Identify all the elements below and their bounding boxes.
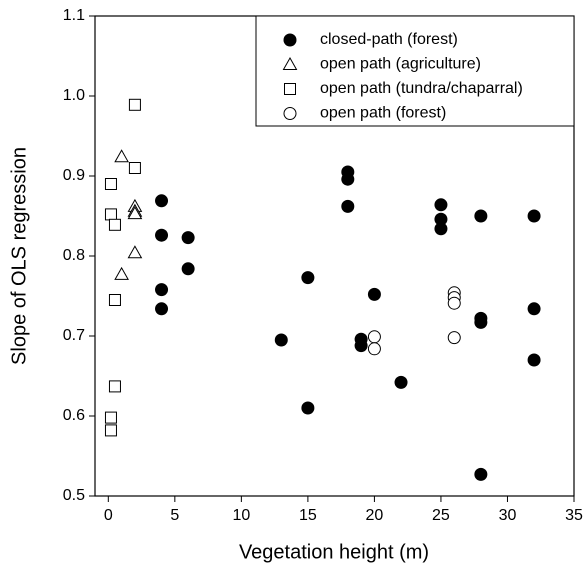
legend-label: open path (forest) (320, 105, 446, 122)
point (181, 262, 195, 276)
point (108, 294, 121, 306)
point (341, 199, 355, 213)
point (474, 209, 488, 223)
point (447, 296, 461, 310)
point (301, 401, 315, 415)
point (474, 315, 488, 329)
point (367, 330, 381, 344)
y-tick-label: 1.1 (63, 7, 85, 24)
y-tick-label: 0.5 (63, 487, 85, 504)
y-axis-title: Slope of OLS regression (8, 147, 30, 365)
y-tick-label: 1.0 (63, 87, 85, 104)
x-tick-label: 10 (232, 507, 250, 524)
y-tick-label: 0.8 (63, 247, 85, 264)
point (367, 342, 381, 356)
point (155, 194, 169, 208)
legend-marker (284, 83, 296, 95)
point (155, 228, 169, 242)
point (108, 218, 121, 231)
legend-label: open path (tundra/chaparral) (320, 80, 523, 97)
point (434, 198, 448, 212)
y-tick-label: 0.6 (63, 407, 85, 424)
point (104, 424, 117, 437)
legend-label: closed-path (forest) (320, 31, 458, 48)
x-tick-label: 30 (499, 507, 517, 524)
point (474, 467, 488, 481)
point (114, 149, 129, 163)
y-tick-label: 0.7 (63, 327, 85, 344)
point (114, 266, 129, 280)
point (104, 178, 117, 190)
point (127, 206, 143, 220)
x-tick-label: 35 (565, 507, 583, 524)
point (181, 231, 195, 245)
x-tick-label: 15 (299, 507, 317, 524)
legend-marker (282, 56, 298, 70)
point (104, 411, 117, 424)
point (434, 222, 448, 236)
point (527, 302, 541, 316)
y-tick-label: 0.9 (63, 167, 85, 184)
legend-marker (283, 33, 297, 47)
point (354, 339, 368, 353)
point (274, 333, 288, 347)
x-tick-label: 20 (366, 507, 384, 524)
point (127, 245, 143, 259)
x-axis-title: Vegetation height (m) (239, 541, 429, 563)
legend-box (255, 15, 575, 127)
point (128, 98, 141, 111)
x-tick-label: 25 (432, 507, 450, 524)
x-tick-label: 5 (170, 507, 179, 524)
point (341, 172, 355, 186)
legend-marker (283, 107, 297, 120)
point (434, 212, 448, 226)
point (128, 162, 141, 174)
point (301, 271, 315, 285)
point (527, 209, 541, 223)
point (155, 302, 169, 316)
point (367, 287, 381, 301)
legend-label: open path (agriculture) (320, 56, 481, 73)
point (108, 380, 121, 393)
point (527, 353, 541, 367)
point (104, 208, 117, 221)
point (447, 331, 461, 345)
x-tick-label: 0 (104, 507, 113, 524)
point (155, 283, 169, 297)
point (394, 375, 408, 389)
